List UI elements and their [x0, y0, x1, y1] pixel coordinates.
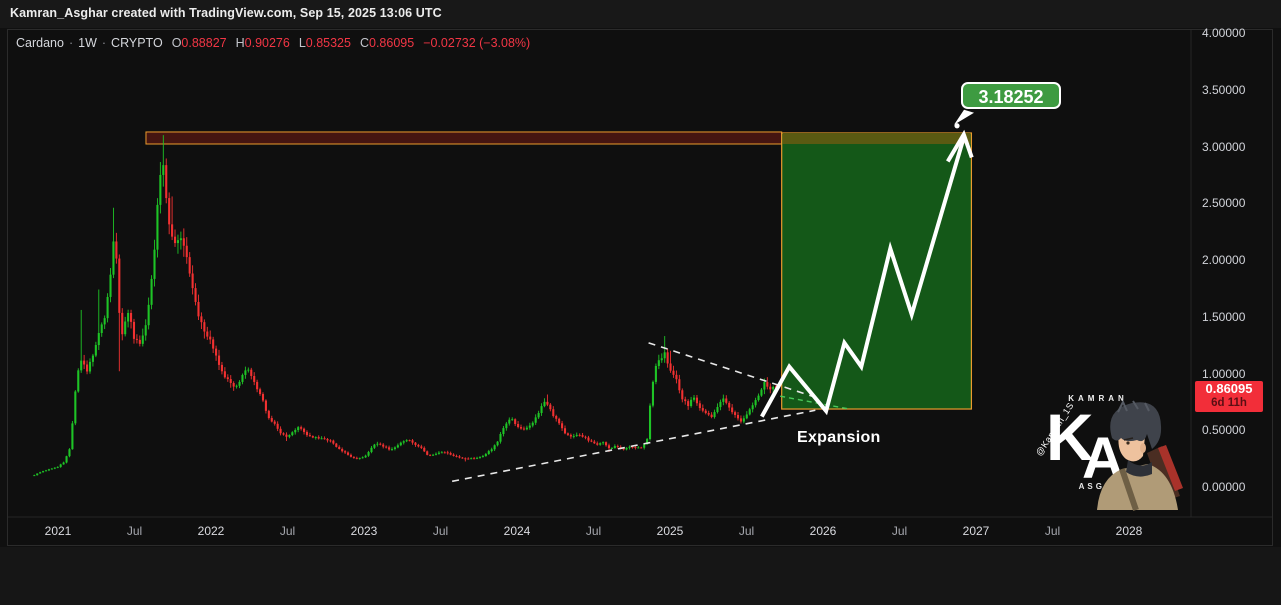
time-tick-label: 2026 [809, 524, 837, 538]
close-value: 0.86095 [369, 36, 415, 50]
high-value: 0.90276 [244, 36, 290, 50]
bar-countdown: 6d 11h [1211, 396, 1247, 409]
price-tick-label: 0.00000 [1202, 480, 1246, 494]
zigzag-projection-line[interactable] [760, 136, 966, 418]
open-label: O0.88827 [171, 36, 227, 50]
resistance-zone [145, 131, 783, 145]
time-tick-label: Jul [585, 524, 602, 538]
timeframe: 1W [78, 36, 97, 50]
time-tick-label: Jul [738, 524, 755, 538]
price-tick-label: 2.00000 [1202, 253, 1246, 267]
time-tick-label: 2021 [44, 524, 72, 538]
time-tick-label: 2027 [962, 524, 990, 538]
watermark-name-top: KAMRAN [1068, 394, 1128, 403]
last-price-tag: 0.86095 6d 11h [1195, 381, 1263, 413]
time-tick-label: Jul [891, 524, 908, 538]
time-tick-label: 2025 [656, 524, 684, 538]
candlestick-series [33, 135, 778, 477]
target-price-callout[interactable]: 3.18252 [961, 82, 1061, 109]
time-tick-label: Jul [1044, 524, 1061, 538]
price-tick-label: 2.50000 [1202, 196, 1246, 211]
low-value: 0.85325 [305, 36, 351, 50]
price-tick-label: 1.00000 [1202, 366, 1246, 381]
chart-frame [7, 29, 1273, 546]
avatar-illustration [1097, 399, 1183, 511]
time-tick-label: Jul [432, 524, 449, 538]
time-tick-label: Jul [279, 524, 296, 538]
low-label: L0.85325 [298, 36, 351, 50]
zone-overlap-strip [782, 132, 971, 145]
price-tick-label: 1.50000 [1202, 309, 1246, 324]
price-tick-label: 4.00000 [1202, 26, 1246, 40]
symbol-name: Cardano [16, 36, 64, 50]
exchange: CRYPTO [111, 36, 163, 50]
attribution-bar: Kamran_Asghar created with TradingView.c… [0, 0, 1281, 28]
price-tick-label: 0.50000 [1202, 423, 1246, 438]
price-tick-label: 3.00000 [1202, 139, 1246, 154]
bottom-bar: TradingView [0, 547, 1281, 605]
price-tick-label: 3.50000 [1202, 82, 1246, 97]
time-tick-label: 2022 [197, 524, 225, 538]
open-value: 0.88827 [181, 36, 227, 50]
expansion-label: Expansion [797, 429, 881, 446]
watermark-logo: KAMRAN K A @Kamran_1S ASGHAR [1030, 392, 1185, 512]
time-tick-label: Jul [126, 524, 143, 538]
watermark-monogram-k: K [1046, 400, 1094, 474]
trendline-local-support-green[interactable] [780, 395, 848, 410]
close-label: C0.86095 [359, 36, 415, 50]
callout-anchor-dot [954, 123, 960, 129]
callout-tail [954, 109, 975, 125]
trendline-descending-resistance[interactable] [648, 342, 813, 397]
time-tick-label: 2024 [503, 524, 531, 538]
change-value: −0.02732 (−3.08%) [423, 36, 531, 50]
time-tick-label: 2028 [1115, 524, 1143, 538]
last-price-value: 0.86095 [1205, 381, 1253, 396]
symbol-legend[interactable]: Cardano · 1W · CRYPTO O0.88827 H0.90276 L0.8532… [16, 36, 531, 50]
time-tick-label: 2023 [350, 524, 378, 538]
expansion-zone [781, 132, 973, 410]
trendline-ascending-support[interactable] [451, 409, 816, 483]
arrowhead-icon [946, 129, 974, 163]
attribution-text: Kamran_Asghar created with TradingView.c… [10, 6, 442, 20]
high-label: H0.90276 [235, 36, 290, 50]
